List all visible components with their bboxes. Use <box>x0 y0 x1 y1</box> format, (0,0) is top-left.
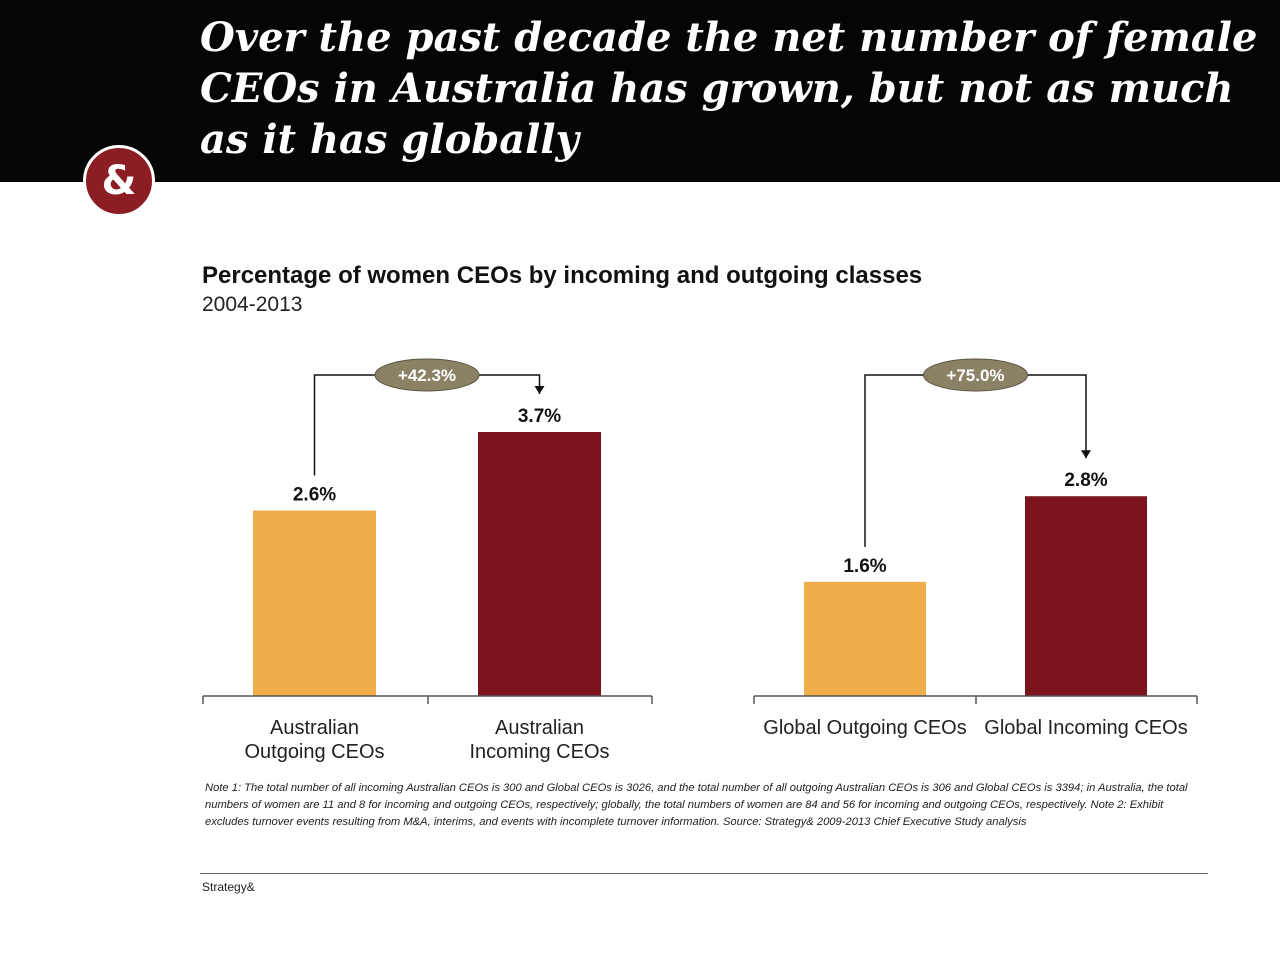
change-label: +75.0% <box>946 366 1004 385</box>
data-label: 3.7% <box>518 406 561 427</box>
bar <box>1025 496 1147 696</box>
data-label: 1.6% <box>843 556 886 577</box>
category-label: Outgoing CEOs <box>244 741 384 763</box>
header-banner: Over the past decade the net number of f… <box>0 0 1280 182</box>
footer-brand: Strategy& <box>202 880 255 894</box>
category-label: Incoming CEOs <box>469 741 609 763</box>
change-badge <box>923 358 1028 392</box>
category-label: Australian <box>270 717 359 739</box>
footer-divider <box>200 873 1208 874</box>
change-badge <box>374 358 480 392</box>
bar <box>804 581 926 696</box>
data-label: 2.8% <box>1064 470 1107 491</box>
change-label: +42.3% <box>398 366 456 385</box>
chart-subtitle: 2004-2013 <box>202 293 303 316</box>
connector-arrowhead <box>1081 450 1091 459</box>
bar <box>253 510 376 696</box>
category-label: Global Incoming CEOs <box>984 717 1187 739</box>
category-label: Australian <box>495 717 584 739</box>
connector-arrowhead <box>534 386 545 394</box>
ampersand-logo-icon: & <box>83 145 155 217</box>
bar <box>478 432 601 696</box>
slide-headline: Over the past decade the net number of f… <box>200 14 1258 163</box>
chart-title: Percentage of women CEOs by incoming and… <box>202 262 923 289</box>
category-label: Global Outgoing CEOs <box>763 717 966 739</box>
data-label: 2.6% <box>293 484 336 505</box>
footnote: Note 1: The total number of all incoming… <box>205 782 1188 828</box>
